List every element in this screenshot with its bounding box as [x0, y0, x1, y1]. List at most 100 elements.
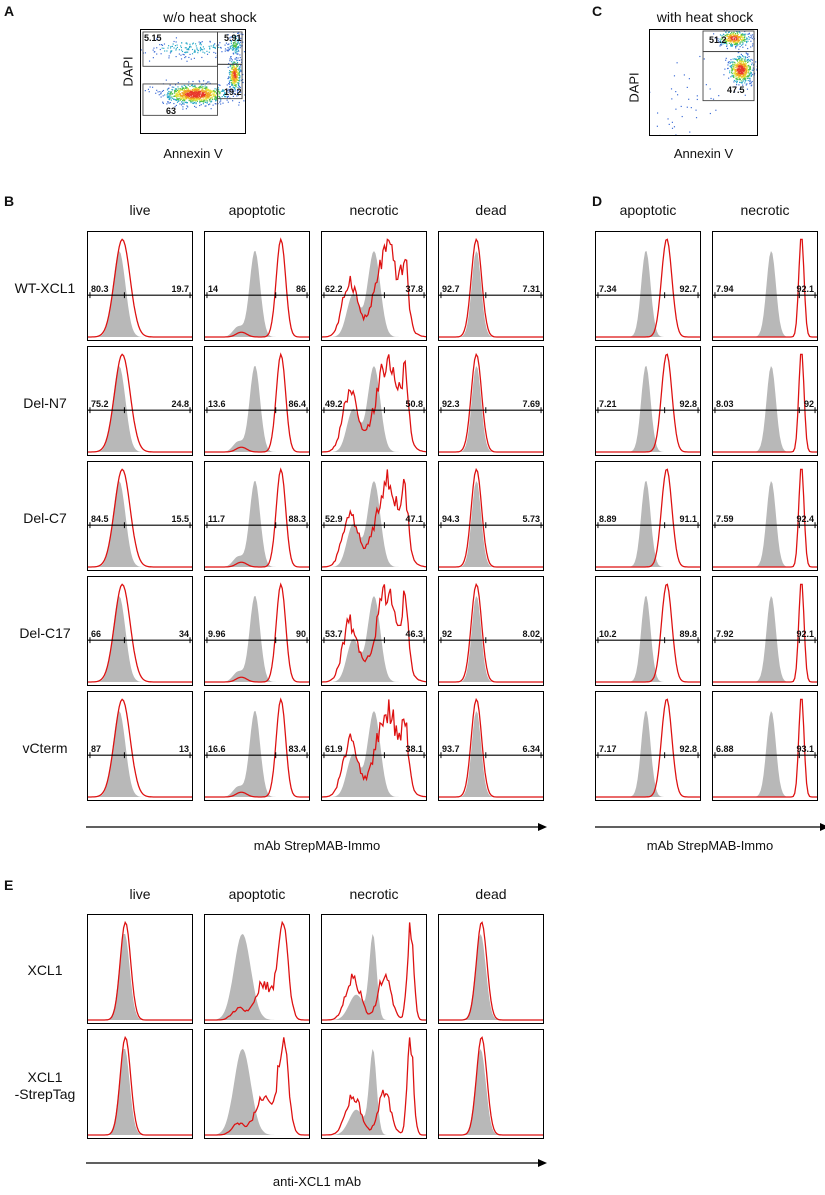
- event-dot: [733, 72, 735, 74]
- event-dot: [736, 72, 739, 74]
- event-dot: [170, 99, 173, 101]
- event-dot: [236, 64, 238, 66]
- event-dot: [170, 51, 173, 53]
- event-dot: [734, 62, 736, 64]
- event-dot: [723, 36, 725, 38]
- event-dot: [195, 94, 197, 96]
- event-dot: [240, 71, 242, 73]
- gate-value-top-left: 5.15: [144, 33, 162, 43]
- histogram-panel-d-apoptotic: 7.34 92.7: [595, 231, 701, 341]
- event-dot: [730, 40, 732, 42]
- event-dot: [194, 50, 196, 52]
- histogram-svg: [322, 238, 426, 338]
- histogram-panel-d-apoptotic: 10.2 89.8: [595, 576, 701, 686]
- event-dot: [209, 41, 211, 43]
- event-dot: [750, 75, 752, 78]
- event-dot: [242, 33, 244, 36]
- event-dot: [232, 48, 234, 51]
- histogram-panel-d-apoptotic: 8.89 91.1: [595, 461, 701, 571]
- event-dot: [749, 66, 751, 68]
- gate-right-percent: 91.1: [679, 514, 697, 525]
- event-dot: [233, 77, 236, 79]
- event-dot: [736, 81, 738, 83]
- event-dot: [195, 98, 198, 101]
- event-dot: [151, 86, 154, 88]
- gate-left-percent: 53.7: [325, 629, 343, 640]
- event-dot: [746, 77, 748, 79]
- event-dot: [175, 88, 177, 90]
- event-dot: [239, 67, 241, 69]
- event-dot: [175, 92, 177, 94]
- event-dot: [737, 64, 739, 66]
- event-dot: [192, 91, 194, 94]
- event-dot: [238, 71, 240, 74]
- event-dot: [740, 62, 743, 64]
- event-dot: [174, 84, 177, 86]
- event-dot: [740, 65, 742, 67]
- event-dot: [734, 58, 736, 60]
- event-dot: [740, 61, 742, 63]
- event-dot: [176, 99, 178, 102]
- event-dot: [175, 104, 177, 107]
- gate-left-percent: 10.2: [599, 629, 617, 640]
- event-dot: [727, 64, 729, 66]
- stain-histogram: [205, 1037, 309, 1136]
- gate-left-percent: 52.9: [325, 514, 343, 525]
- event-dot: [187, 89, 189, 92]
- event-dot: [735, 42, 737, 44]
- event-dot: [734, 68, 736, 71]
- control-histogram: [596, 480, 700, 568]
- event-dot: [237, 84, 240, 87]
- event-dot: [191, 53, 194, 55]
- event-dot: [196, 93, 198, 95]
- event-dot: [229, 45, 231, 48]
- event-dot: [239, 91, 242, 93]
- event-dot: [742, 84, 744, 86]
- event-dot: [168, 87, 170, 89]
- event-dot: [240, 59, 242, 61]
- event-dot: [219, 101, 221, 103]
- event-dot: [168, 55, 170, 57]
- event-dot: [191, 99, 193, 101]
- gate-right-percent: 86.4: [288, 399, 306, 410]
- event-dot: [232, 90, 235, 92]
- control-histogram: [596, 250, 700, 338]
- event-dot: [184, 91, 186, 93]
- event-dot: [237, 94, 239, 96]
- gate-left-percent: 7.94: [716, 284, 734, 295]
- event-dot: [167, 47, 169, 49]
- histogram-svg: [88, 468, 192, 568]
- event-dot: [686, 86, 688, 88]
- event-dot: [671, 127, 674, 129]
- event-dot: [160, 93, 162, 95]
- event-dot: [742, 64, 744, 66]
- event-dot: [739, 78, 741, 80]
- event-dot: [215, 91, 217, 93]
- histogram-panel-d-necrotic: 8.03 92: [712, 346, 818, 456]
- event-dot: [234, 37, 236, 39]
- event-dot: [747, 75, 749, 78]
- event-dot: [737, 66, 740, 68]
- event-dot: [742, 75, 744, 77]
- event-dot: [238, 67, 240, 69]
- event-dot: [192, 102, 194, 104]
- event-dot: [728, 31, 730, 33]
- event-dot: [218, 95, 220, 98]
- event-dot: [730, 45, 732, 47]
- event-dot: [742, 62, 744, 64]
- event-dot: [737, 77, 739, 79]
- event-dot: [177, 98, 179, 101]
- event-dot: [215, 98, 217, 100]
- scatter-a-title: w/o heat shock: [163, 9, 257, 25]
- event-dot: [673, 75, 676, 77]
- event-dot: [161, 47, 163, 49]
- event-dot: [168, 102, 170, 104]
- event-dot: [237, 78, 239, 80]
- event-dot: [734, 33, 737, 35]
- event-dot: [740, 73, 743, 76]
- event-dot: [735, 35, 738, 37]
- event-dot: [737, 38, 739, 41]
- event-dot: [197, 50, 199, 52]
- event-dot: [729, 39, 732, 41]
- event-dot: [210, 97, 212, 99]
